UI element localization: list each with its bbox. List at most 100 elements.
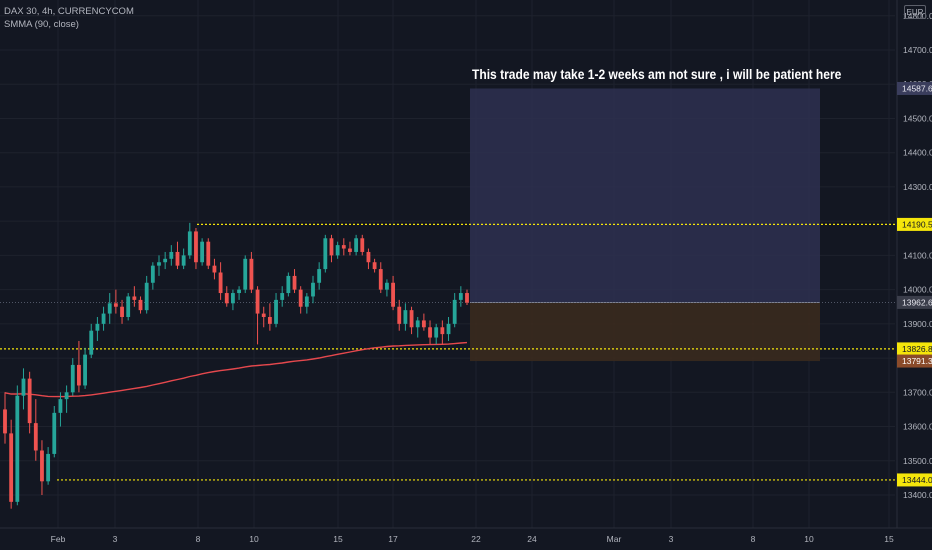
- price-label-box: [897, 295, 932, 309]
- candle-body: [9, 433, 14, 502]
- candle-body: [446, 323, 451, 335]
- price-label-text: 13962.6: [902, 297, 932, 307]
- time-tick-label: 10: [249, 534, 259, 544]
- candle-body: [335, 245, 340, 256]
- price-label-text: 14190.5: [902, 219, 932, 229]
- price-tick-label: 13500.0: [903, 456, 932, 466]
- time-tick-label: 3: [113, 534, 118, 544]
- candle-body: [46, 453, 51, 482]
- time-tick-label: 22: [471, 534, 481, 544]
- time-tick-label: 3: [669, 534, 674, 544]
- candle-body: [89, 330, 94, 355]
- candle-body: [224, 293, 229, 304]
- time-tick-label: 15: [333, 534, 343, 544]
- candle-body: [95, 323, 100, 331]
- price-label-box: [897, 473, 932, 487]
- currency-label[interactable]: EUR: [904, 5, 926, 19]
- price-tick-label: 14400.0: [903, 148, 932, 158]
- price-tick-label: 13700.0: [903, 387, 932, 397]
- candle-body: [348, 248, 352, 252]
- candle-body: [3, 409, 7, 434]
- time-tick-label: 10: [804, 534, 814, 544]
- candle-body: [440, 327, 445, 335]
- price-label-box: [897, 81, 932, 95]
- price-tick-label: 13600.0: [903, 422, 932, 432]
- candle-body: [415, 320, 420, 328]
- candle-body: [218, 272, 223, 294]
- price-label-text: 13826.8: [902, 344, 932, 354]
- candle-body: [378, 269, 383, 290]
- candle-body: [452, 299, 457, 324]
- price-label-text: 13791.3: [902, 356, 932, 366]
- candle-body: [311, 282, 315, 297]
- candle-body: [132, 296, 137, 300]
- time-tick-label: 8: [196, 534, 201, 544]
- candle-body: [298, 289, 303, 307]
- candle-body: [64, 392, 69, 400]
- price-tick-label: 14300.0: [903, 182, 932, 192]
- candle-body: [212, 265, 217, 273]
- candle-body: [126, 296, 131, 317]
- candle-body: [261, 313, 266, 317]
- time-tick-label: Mar: [607, 534, 622, 544]
- time-tick-label: Feb: [51, 534, 66, 544]
- price-tick-label: 14800.0: [903, 11, 932, 21]
- candle-body: [317, 269, 322, 283]
- candle-body: [366, 251, 371, 263]
- price-tick-label: 14100.0: [903, 250, 932, 260]
- candle-body: [292, 275, 297, 290]
- candle-body: [255, 289, 260, 314]
- candle-body: [323, 238, 328, 270]
- candle-body: [231, 293, 235, 304]
- candle-body: [107, 303, 112, 314]
- candle-body: [70, 364, 75, 393]
- symbol-title[interactable]: DAX 30, 4h, CURRENCYCOM: [4, 6, 134, 17]
- time-tick-label: 24: [527, 534, 537, 544]
- price-tick-label: 14500.0: [903, 113, 932, 123]
- indicator-title[interactable]: SMMA (90, close): [4, 19, 79, 30]
- candle-body: [421, 320, 426, 328]
- candle-body: [428, 327, 432, 338]
- candle-body: [304, 296, 309, 307]
- time-tick-label: 15: [884, 534, 894, 544]
- price-label-text: 14587.6: [902, 83, 932, 93]
- smma-polyline: [4, 341, 468, 398]
- candle-body: [409, 310, 414, 328]
- candle-body: [385, 282, 389, 290]
- chart-legend[interactable]: DAX 30, 4h, CURRENCYCOM SMMA (90, close): [4, 5, 134, 31]
- candle-body: [391, 282, 395, 307]
- candle-body: [249, 258, 254, 290]
- candle-body: [138, 299, 143, 311]
- time-axis[interactable]: Feb 3 8 10 15 17 22 24 Mar 3 8 10 15: [0, 527, 932, 544]
- candle-body: [274, 299, 278, 324]
- price-tick-label: 14000.0: [903, 285, 932, 295]
- price-label-box: [897, 342, 932, 356]
- candle-body: [77, 364, 81, 386]
- price-label-box: [897, 217, 932, 231]
- candle-body: [360, 238, 365, 252]
- trade-annotation[interactable]: This trade may take 1-2 weeks am not sur…: [472, 66, 842, 82]
- candle-body: [267, 317, 272, 324]
- candle-body: [341, 245, 346, 249]
- candle-body: [206, 241, 211, 266]
- candle-body: [187, 231, 192, 256]
- candle-body: [120, 306, 124, 317]
- price-tick-label: 13400.0: [903, 490, 932, 500]
- candle-body: [280, 293, 285, 300]
- candle-body: [83, 354, 87, 386]
- price-label-text: 13444.0: [902, 475, 932, 485]
- candle-body: [397, 306, 402, 324]
- candle-body: [329, 238, 334, 256]
- candle-body: [175, 251, 180, 266]
- candle-body: [157, 262, 161, 266]
- horizontal-levels[interactable]: [0, 223, 895, 481]
- candle-body: [58, 399, 63, 413]
- candle-body: [403, 310, 408, 324]
- time-tick-label: 8: [751, 534, 756, 544]
- candle-body: [163, 258, 168, 263]
- stop-zone: [470, 302, 820, 362]
- candle-body: [52, 412, 57, 454]
- position-zones: [0, 88, 895, 362]
- candle-body: [200, 241, 205, 263]
